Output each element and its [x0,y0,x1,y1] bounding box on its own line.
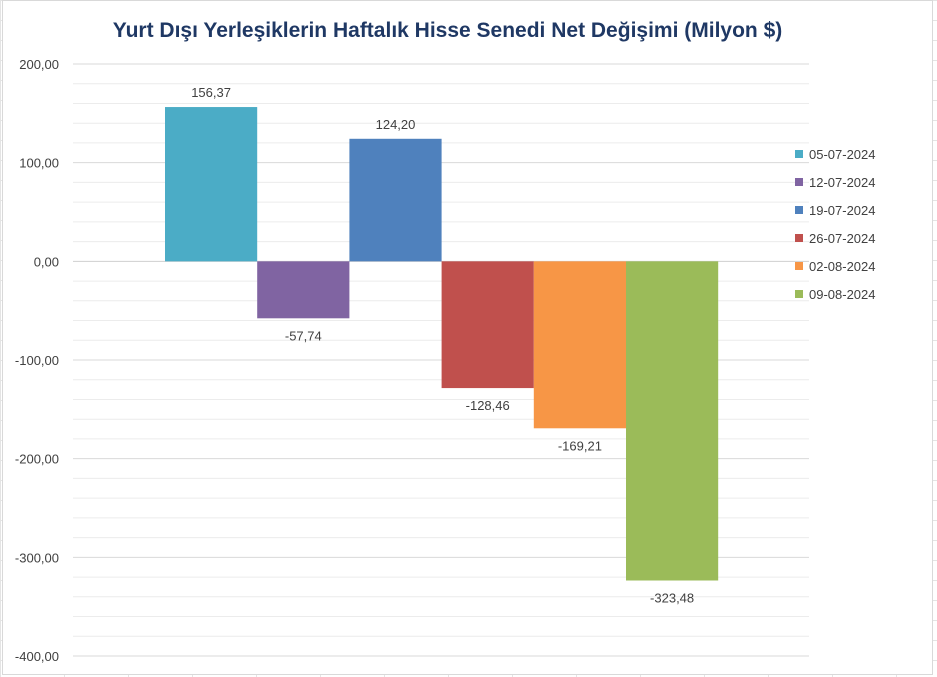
y-tick-label: -200,00 [15,452,59,467]
y-tick-label: 100,00 [19,156,59,171]
legend-swatch [795,206,803,214]
chart-title: Yurt Dışı Yerleşiklerin Haftalık Hisse S… [112,19,783,42]
legend-label: 09-08-2024 [809,286,876,302]
legend-swatch [795,178,803,186]
legend-item: 02-08-2024 [795,252,925,280]
legend-swatch [795,234,803,242]
data-label: 124,20 [376,117,416,132]
data-label: 156,37 [191,85,231,100]
y-tick-label: -400,00 [15,649,59,664]
bar-12-07-2024 [257,261,350,319]
y-tick-label: 200,00 [19,57,59,72]
legend-label: 26-07-2024 [809,230,876,246]
legend-label: 19-07-2024 [809,202,876,218]
y-tick-label: -300,00 [15,550,59,565]
bar-09-08-2024 [626,261,719,581]
bar-19-07-2024 [349,138,442,262]
data-label: -169,21 [558,438,602,453]
legend-swatch [795,150,803,158]
legend-item: 26-07-2024 [795,224,925,252]
legend-label: 02-08-2024 [809,258,876,274]
legend-item: 09-08-2024 [795,280,925,308]
y-tick-label: 0,00 [34,254,59,269]
y-tick-label: -100,00 [15,353,59,368]
legend-label: 05-07-2024 [809,146,876,162]
data-label: -57,74 [285,328,322,343]
legend-swatch [795,262,803,270]
legend-swatch [795,290,803,298]
data-label: -323,48 [650,591,694,606]
legend-label: 12-07-2024 [809,174,876,190]
bar-02-08-2024 [533,261,626,429]
data-label: -128,46 [466,398,510,413]
chart-legend: 05-07-2024 12-07-2024 19-07-2024 26-07-2024… [795,140,925,308]
legend-item: 05-07-2024 [795,140,925,168]
legend-item: 19-07-2024 [795,196,925,224]
bar-05-07-2024 [165,107,258,262]
bar-26-07-2024 [441,261,534,389]
legend-item: 12-07-2024 [795,168,925,196]
plot-area: 200,00 100,00 0,00 -100,00 -200,00 -300,00 -40… [15,57,809,664]
